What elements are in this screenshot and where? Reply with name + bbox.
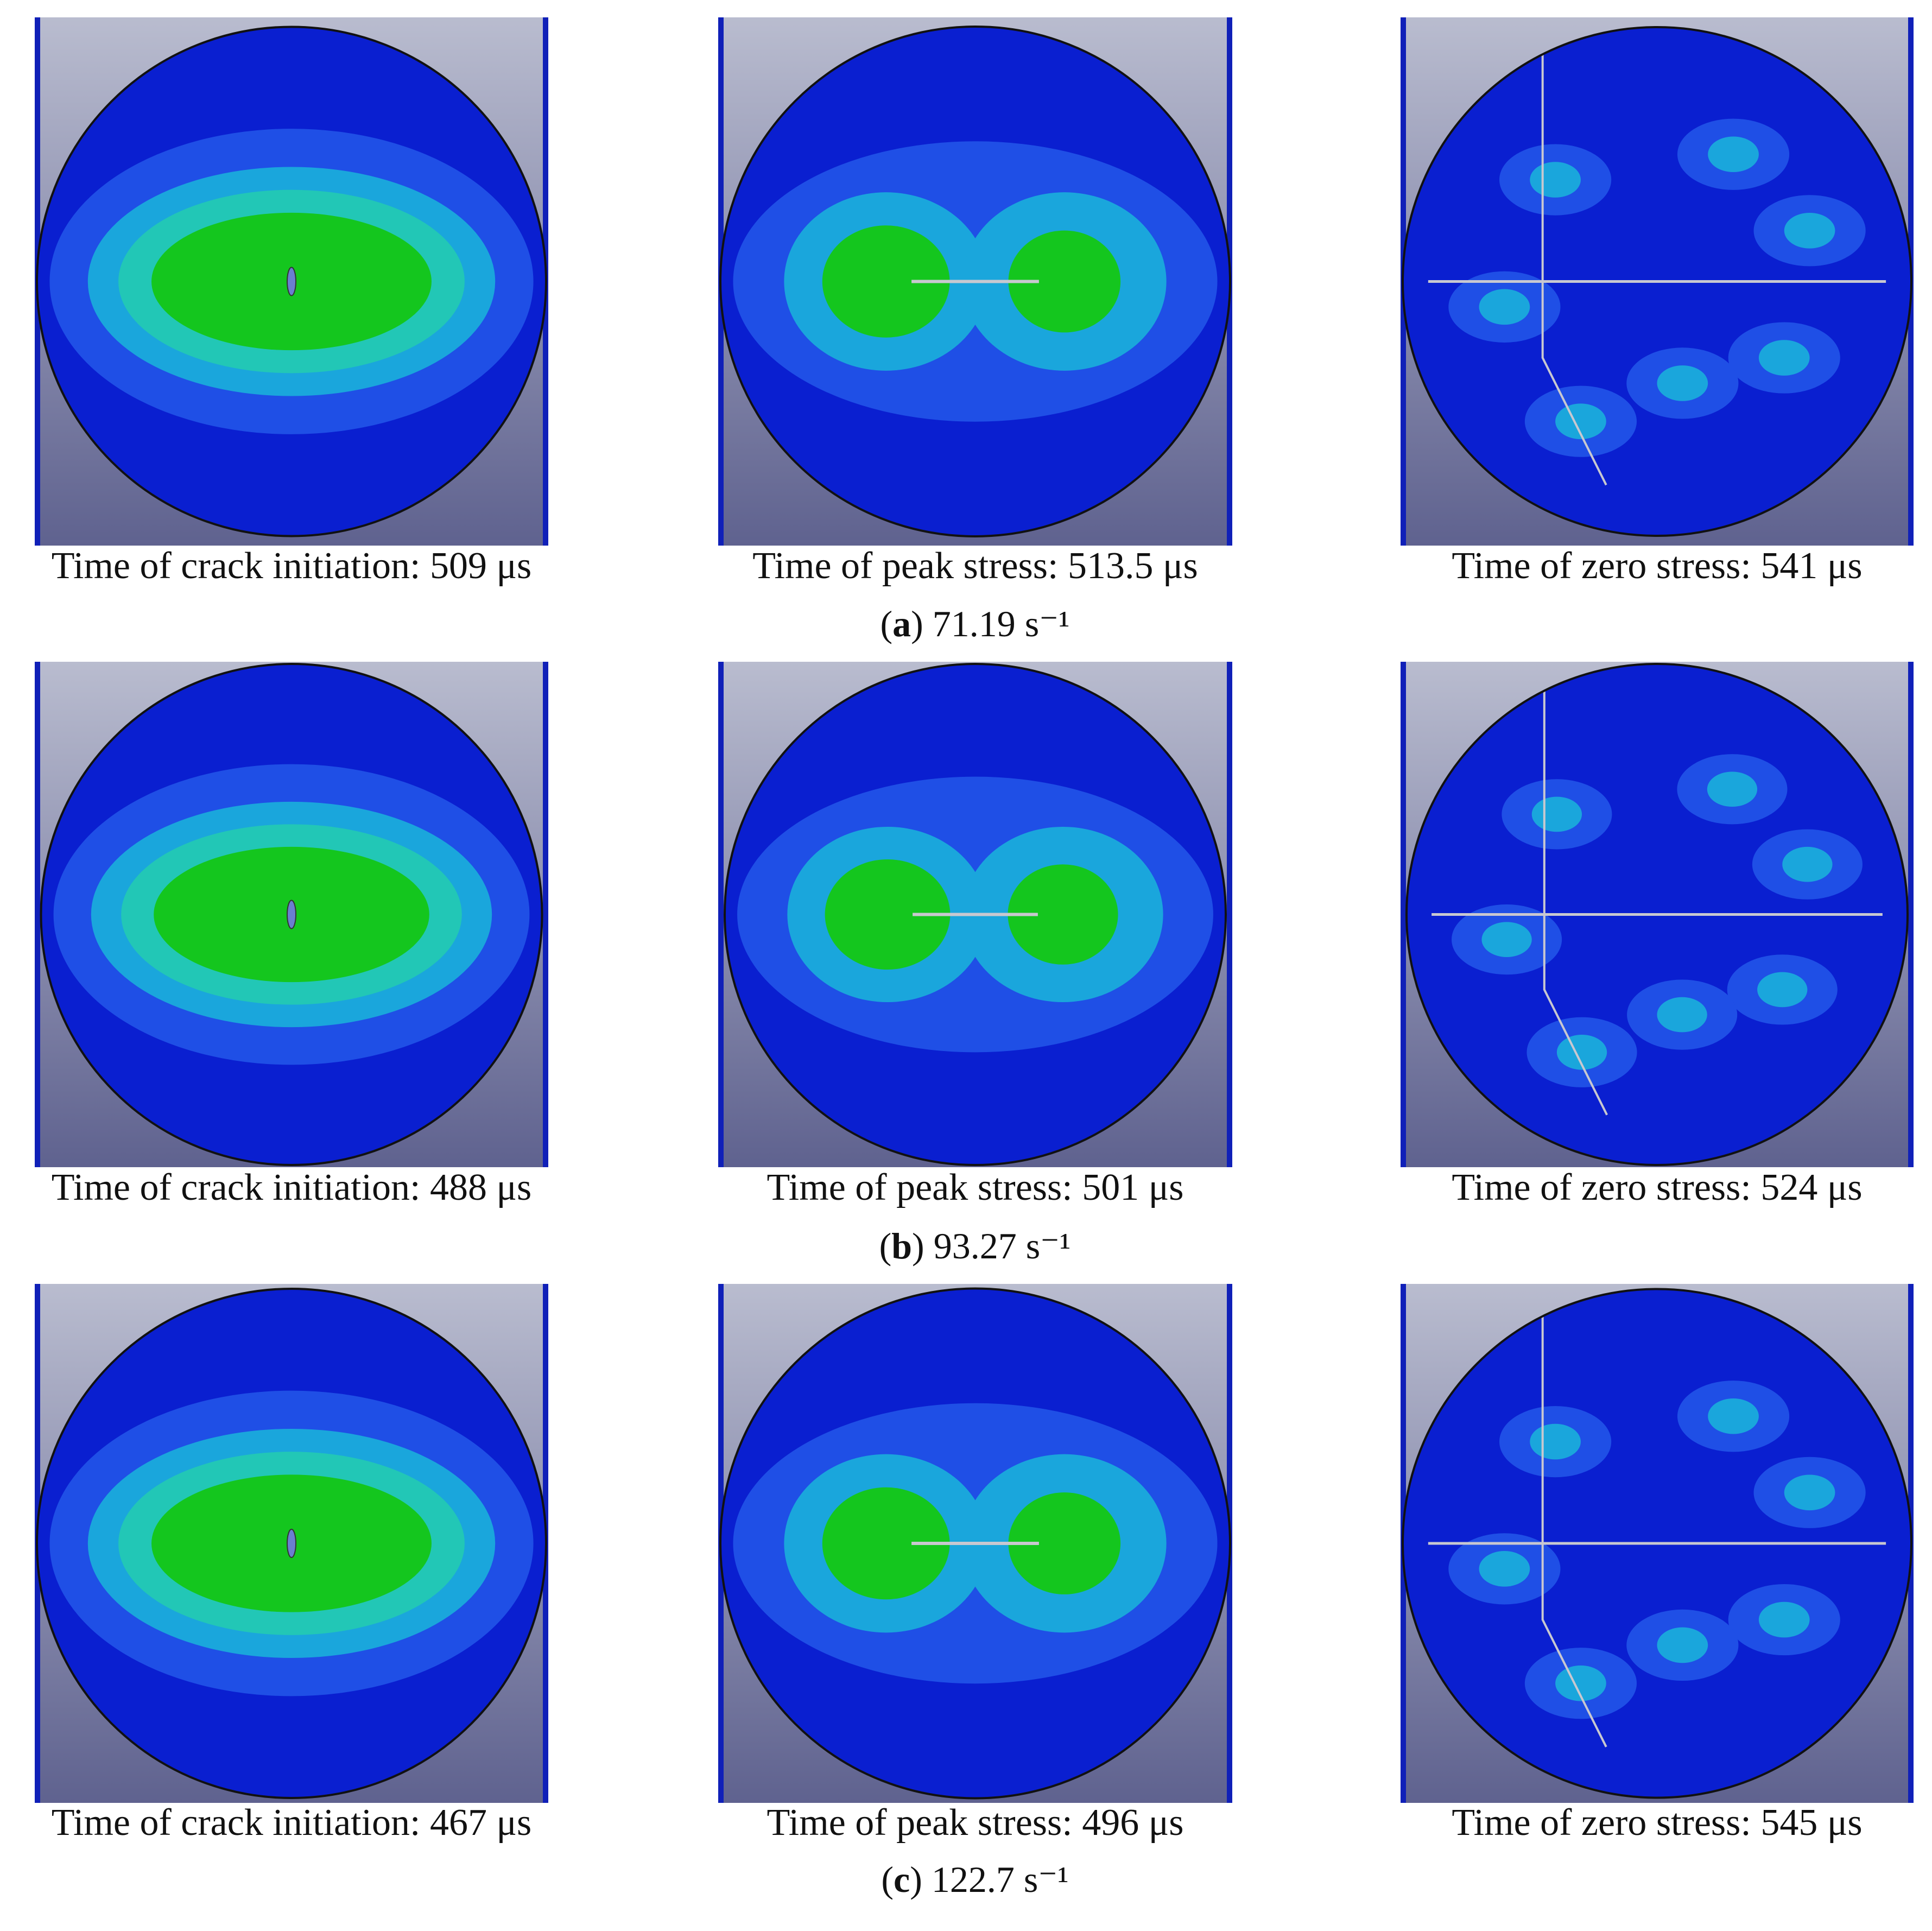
row-label-part: ( <box>881 1859 894 1900</box>
panel-caption: Time of peak stress: 513.5 μs <box>752 545 1198 587</box>
stress-zone <box>1708 1398 1759 1434</box>
row-label-part: ) 71.19 s⁻¹ <box>911 603 1069 644</box>
stress-field <box>720 1288 1230 1799</box>
panel-caption: Time of crack initiation: 467 μs <box>52 1802 532 1844</box>
stress-zone <box>1555 403 1606 439</box>
specimen-outline <box>719 26 1231 537</box>
stress-zone <box>1008 864 1118 965</box>
stress-zone <box>822 1487 950 1600</box>
row-label-part: ) 93.27 s⁻¹ <box>912 1225 1070 1267</box>
stress-zone <box>1758 1601 1810 1638</box>
specimen-outline <box>719 1287 1231 1800</box>
stress-field <box>1407 664 1908 1165</box>
stress-field <box>720 27 1230 536</box>
loading-bar <box>718 662 724 1167</box>
simulation-panel <box>1401 1284 1914 1803</box>
stress-zone <box>1657 997 1707 1033</box>
panel-caption: Time of peak stress: 501 μs <box>767 1167 1184 1208</box>
stress-zone <box>1757 972 1808 1008</box>
row-label-part: ) 122.7 s⁻¹ <box>910 1859 1068 1900</box>
stress-zone <box>1479 1551 1530 1587</box>
simulation-panel <box>35 17 548 546</box>
loading-bar <box>35 662 40 1167</box>
row-label: (b) 93.27 s⁻¹ <box>879 1225 1071 1267</box>
row-label-part: ( <box>879 1225 892 1267</box>
stress-field <box>41 664 542 1165</box>
panel-caption: Time of crack initiation: 488 μs <box>52 1167 532 1208</box>
crack-line <box>1541 1289 1607 1748</box>
stress-zone <box>1782 846 1833 882</box>
stress-zone <box>1556 1035 1607 1070</box>
crack-line <box>1543 664 1608 1116</box>
loading-bar <box>543 662 548 1167</box>
stress-zone <box>1530 162 1581 198</box>
simulation-panel <box>35 662 548 1167</box>
stress-zone <box>1657 365 1708 401</box>
loading-bar <box>1401 662 1406 1167</box>
row-label: (a) 71.19 s⁻¹ <box>880 603 1069 644</box>
stress-zone <box>1708 136 1759 173</box>
stress-zone <box>822 225 950 338</box>
loading-bar <box>1908 662 1914 1167</box>
crack-tip <box>287 1529 296 1558</box>
panel-caption: Time of crack initiation: 509 μs <box>52 545 532 587</box>
stress-zone <box>1481 922 1532 957</box>
stress-field <box>37 1289 546 1798</box>
simulation-panel <box>718 1284 1232 1803</box>
stress-field <box>1403 27 1911 536</box>
stress-zone <box>1479 289 1530 325</box>
row-label-part: b <box>891 1225 912 1267</box>
crack-tip <box>287 267 296 296</box>
panel-caption: Time of zero stress: 541 μs <box>1452 545 1862 587</box>
stress-zone <box>1008 1492 1121 1594</box>
stress-zone <box>1008 230 1121 333</box>
crack-line <box>1541 27 1607 486</box>
simulation-panel <box>1401 17 1914 546</box>
simulation-panel <box>1401 662 1914 1167</box>
stress-zone <box>1530 1423 1581 1460</box>
stress-field <box>725 664 1226 1165</box>
stress-field <box>37 27 546 536</box>
stress-zone <box>1784 1474 1835 1511</box>
stress-zone <box>1707 771 1758 807</box>
specimen-outline <box>1402 26 1912 537</box>
simulation-panel <box>718 662 1232 1167</box>
stress-zone <box>1531 796 1582 832</box>
panel-caption: Time of zero stress: 524 μs <box>1452 1167 1862 1208</box>
loading-bar <box>1227 662 1232 1167</box>
stress-zone <box>1758 340 1810 376</box>
simulation-panel <box>718 17 1232 546</box>
specimen-outline <box>1405 663 1909 1166</box>
panel-caption: Time of zero stress: 545 μs <box>1452 1802 1862 1844</box>
row-label-part: ( <box>880 603 892 644</box>
stress-zone <box>825 859 951 970</box>
crack-tip <box>287 900 296 929</box>
stress-zone <box>1555 1665 1606 1701</box>
row-label-part: a <box>892 603 911 644</box>
specimen-outline <box>36 1288 547 1799</box>
stress-zone <box>1784 213 1835 249</box>
specimen-outline <box>724 663 1227 1166</box>
row-label-part: c <box>894 1859 910 1900</box>
panel-caption: Time of peak stress: 496 μs <box>767 1802 1184 1844</box>
stress-zone <box>1657 1627 1708 1663</box>
stress-field <box>1403 1289 1911 1798</box>
specimen-outline <box>40 663 543 1166</box>
specimen-outline <box>1402 1288 1912 1799</box>
simulation-panel <box>35 1284 548 1803</box>
row-label: (c) 122.7 s⁻¹ <box>881 1859 1068 1900</box>
specimen-outline <box>36 26 547 537</box>
